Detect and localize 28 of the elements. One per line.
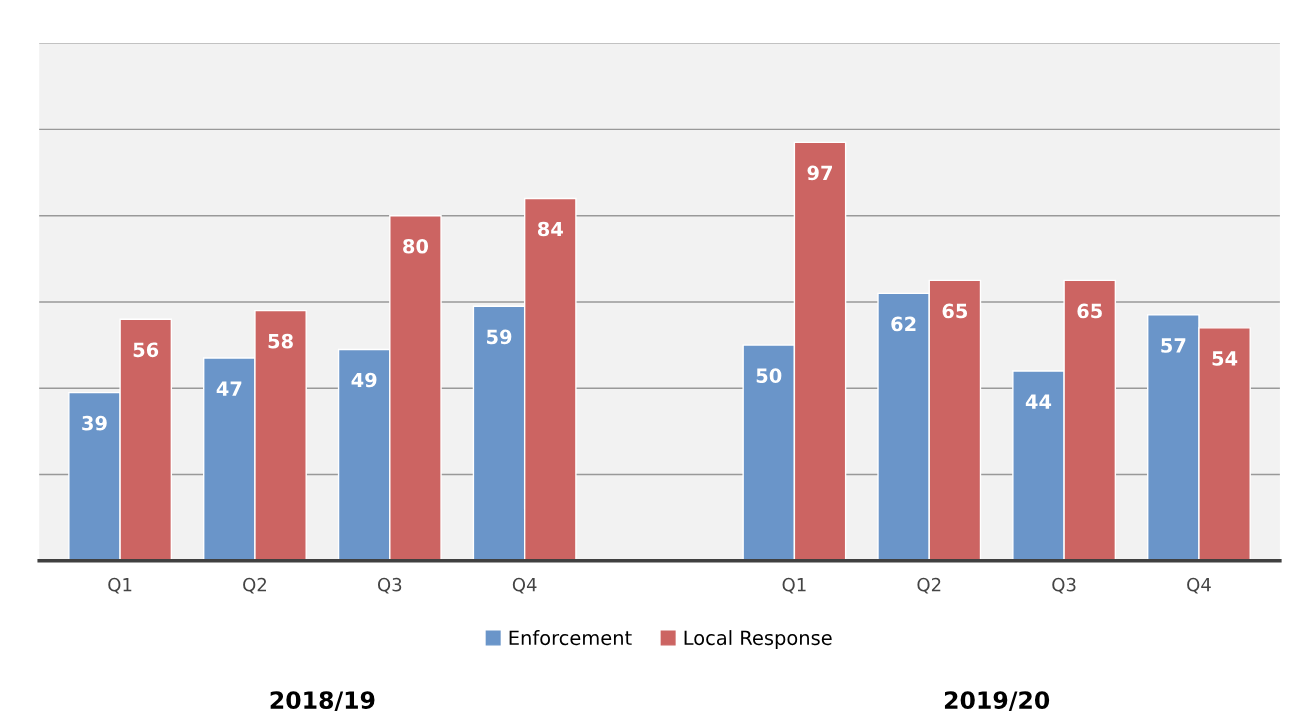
data-label: 54	[1212, 351, 1238, 366]
x-tick-label: Q4	[1187, 577, 1211, 594]
data-label: 47	[216, 381, 242, 396]
x-tick-label: Q1	[108, 577, 132, 594]
data-label: 80	[403, 238, 429, 254]
data-label: 57	[1161, 338, 1186, 353]
data-label: 50	[756, 368, 782, 384]
data-label: 65	[942, 303, 968, 319]
x-tick-label: Q1	[782, 577, 806, 594]
data-label: 97	[807, 165, 832, 181]
data-label: 44	[1025, 394, 1052, 409]
data-label: 65	[1077, 303, 1102, 319]
x-tick-label: Q3	[377, 577, 402, 594]
text: 2018/19	[270, 691, 375, 711]
data-label: 62	[891, 316, 916, 332]
text: 2019/20	[944, 691, 1050, 711]
data-label: 84	[537, 221, 563, 237]
data-label: 56	[133, 342, 159, 358]
data-label: 49	[351, 372, 377, 388]
legend-label: Local Response	[684, 630, 832, 649]
x-tick-label: Q3	[1052, 577, 1076, 594]
data-label: 58	[268, 333, 293, 349]
legend-label: Enforcement	[509, 630, 632, 646]
data-label: 39	[82, 415, 107, 431]
x-tick-label: Q2	[917, 577, 941, 594]
data-label: 59	[487, 329, 512, 345]
x-tick-label: Q2	[243, 577, 266, 594]
x-tick-label: Q4	[512, 577, 537, 594]
